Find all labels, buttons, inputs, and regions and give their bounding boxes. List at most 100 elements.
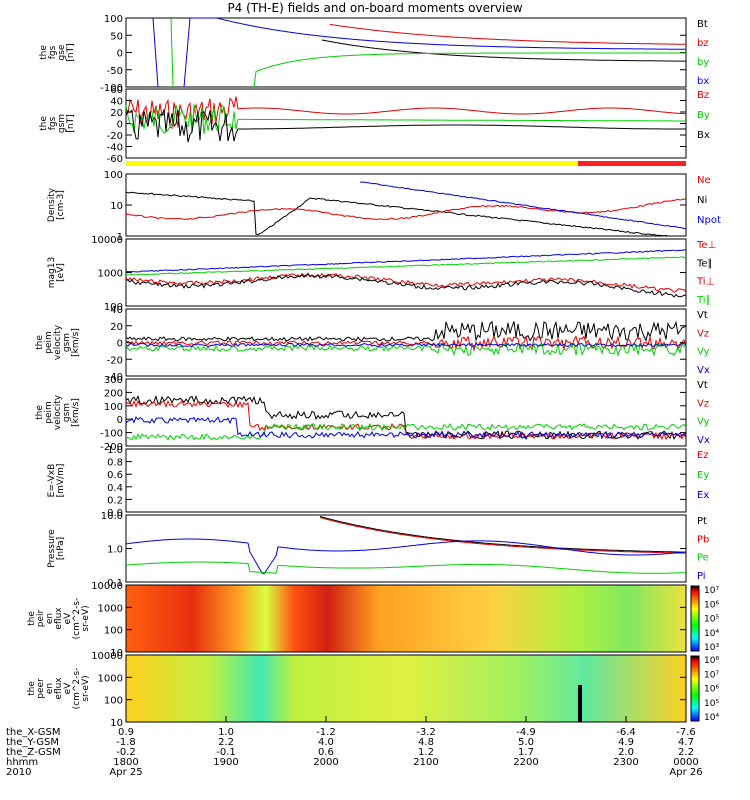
colorbar-frame [690, 585, 700, 652]
ytick-label: 10000 [91, 235, 123, 246]
ytick-label: 300 [104, 375, 123, 386]
ylabel: Density [47, 187, 57, 222]
colorbar-frame [690, 655, 700, 722]
ylabel: [nPa] [56, 537, 66, 560]
trace-Vz [125, 334, 687, 352]
colorbar-label: 10⁵ [704, 699, 719, 709]
trace-Pe [125, 561, 687, 574]
ytick-label: 40 [110, 97, 123, 108]
ytick-label: 40 [110, 305, 123, 316]
ylabel: gse [57, 44, 67, 60]
xaxis-value: 4.7 [678, 737, 694, 748]
xaxis-value: 4.8 [418, 737, 434, 748]
ylabel: the [35, 335, 45, 350]
colorbar-label: 10⁶ [704, 685, 719, 695]
trace-bx-spike [152, 17, 159, 88]
ylabel: [mV/m] [56, 464, 66, 498]
ylabel: sr-eV) [81, 605, 91, 631]
spectrogram-electron [126, 655, 686, 722]
ytick-label: 0 [117, 415, 123, 426]
ylabel: [cm-3] [56, 190, 66, 220]
trace-Te-par [125, 249, 687, 273]
xaxis-value: 1.0 [218, 727, 234, 738]
xaxis-row-label: the_Y-GSM [6, 737, 59, 748]
colorbar-label: 10⁶ [704, 600, 719, 610]
ytick-label: 10 [110, 648, 123, 659]
colorbar-label: 10³ [704, 643, 719, 653]
ylabel: gsm [57, 114, 67, 133]
legend-Bt: Bt [697, 19, 708, 30]
panel-frame-density [125, 173, 687, 237]
legend-Ne: Ne [697, 175, 711, 186]
ytick-label: 0.0 [107, 508, 123, 519]
trace-Vt [125, 320, 687, 343]
legend-Ey: Ey [697, 470, 709, 481]
mode-bar-red [578, 161, 686, 166]
colorbar-label: 10⁴ [704, 629, 719, 639]
ytick-label: 20 [110, 108, 123, 119]
ytick-label: 1.0 [107, 445, 123, 456]
ytick-label: 100 [104, 302, 123, 313]
ytick-label: 0.2 [107, 495, 123, 506]
xaxis-row-label: 2010 [6, 767, 31, 778]
spectrogram-gap [578, 685, 582, 722]
colorbar-label: 10⁷ [704, 670, 719, 680]
legend-By: By [697, 110, 710, 121]
chart-title: P4 (TH-E) fields and on-board moments ov… [227, 1, 523, 15]
ylabel: mag13 [47, 257, 57, 288]
ylabel: [eV] [56, 263, 66, 282]
trace-By-gsm [125, 103, 686, 135]
ytick-label: -60 [107, 154, 123, 165]
trace-bx-spike2 [183, 17, 191, 88]
ylabel: peim [44, 401, 54, 424]
ytick-label: 10000 [91, 651, 123, 662]
panel-frame-efield [125, 448, 687, 513]
ylabel: eflux [54, 677, 64, 700]
legend-Pb: Pb [697, 534, 709, 545]
ylabel: fgs [48, 116, 58, 130]
legend-Vy: Vy [697, 347, 710, 358]
legend-Vy: Vy [697, 417, 710, 428]
ytick-label: 1000 [98, 269, 123, 280]
xaxis-value: 5.0 [518, 737, 534, 748]
ytick-label: 1.0 [107, 545, 123, 556]
xaxis-row-label: the_X-GSM [6, 727, 60, 738]
xaxis-value: -4.9 [516, 727, 536, 738]
legend-Npot: Npot [697, 215, 721, 226]
ylabel: en [45, 613, 55, 624]
xaxis-value: 0.9 [118, 727, 134, 738]
ylabel: the [27, 681, 37, 696]
mode-bar-yellow [126, 161, 578, 166]
panel-frame-peir-eflux [125, 584, 687, 653]
legend-Ti⊥: Ti⊥ [696, 277, 714, 288]
xaxis-value: 2300 [613, 757, 638, 768]
ylabel: gsm [62, 403, 72, 422]
ytick-label: 20 [110, 322, 123, 333]
trace-Ti-perp [125, 272, 687, 293]
xaxis-value: 2.2 [218, 737, 234, 748]
trace-Pt [319, 516, 687, 553]
legend-Vx: Vx [697, 435, 710, 446]
ytick-label: 1000 [98, 673, 123, 684]
ytick-label: 50 [110, 31, 123, 42]
xaxis-value: 2.0 [618, 747, 634, 758]
legend-Vz: Vz [697, 398, 709, 409]
legend-Pe: Pe [697, 553, 709, 564]
ytick-label: 1000 [98, 603, 123, 614]
ytick-label: -40 [107, 372, 123, 383]
xaxis-value: 4.0 [318, 737, 334, 748]
trace-Ni [125, 191, 686, 237]
xaxis-value: Apr 26 [669, 767, 702, 778]
ytick-label: 0.6 [107, 470, 123, 481]
ytick-label: 100 [104, 14, 123, 25]
ytick-label: 0 [117, 49, 123, 60]
ytick-label: 200 [104, 388, 123, 399]
ytick-label: 10000 [91, 581, 123, 592]
ylabel: velocity [53, 394, 63, 430]
ytick-label: 0 [117, 120, 123, 131]
legend-Bz: Bz [697, 90, 709, 101]
xaxis-value: 1.2 [418, 747, 434, 758]
trace-Bx-gsm [125, 109, 686, 143]
ytick-label: 60 [110, 85, 123, 96]
